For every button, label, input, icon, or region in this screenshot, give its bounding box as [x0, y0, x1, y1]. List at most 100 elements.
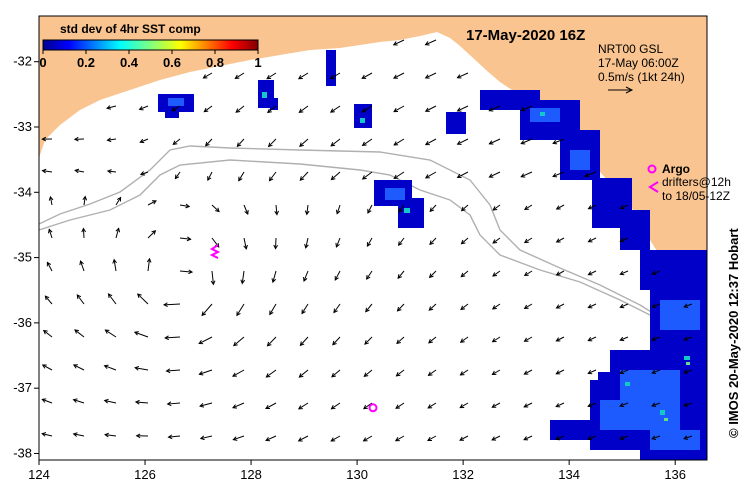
current-arrow [104, 399, 117, 404]
current-arrow [168, 435, 181, 438]
current-arrow [331, 369, 341, 378]
current-arrow [555, 402, 565, 408]
current-arrow [105, 329, 117, 338]
current-arrowhead [367, 208, 372, 214]
current-arrow [267, 336, 277, 347]
current-arrowhead [267, 142, 273, 148]
current-arrowhead [394, 437, 400, 442]
current-arrowhead [491, 337, 497, 343]
current-arrowhead [198, 370, 204, 376]
current-arrow [587, 402, 597, 407]
current-legend-line1: NRT00 GSL [598, 42, 663, 56]
current-arrowhead [203, 107, 209, 113]
current-arrow [233, 336, 245, 346]
current-arrow [398, 204, 405, 213]
current-arrowhead [297, 74, 303, 80]
current-arrow [652, 270, 661, 275]
current-arrow [491, 435, 501, 441]
current-arrow [172, 138, 181, 145]
current-arrowhead [174, 174, 180, 180]
current-arrow [683, 336, 693, 341]
current-arrowhead [202, 74, 208, 79]
current-arrowhead [459, 338, 465, 343]
current-arrow [198, 336, 213, 344]
current-arrow [298, 435, 309, 442]
current-arrow [266, 72, 277, 80]
current-arrowhead [523, 337, 529, 342]
current-arrowhead [134, 399, 140, 405]
current-arrowhead [555, 435, 561, 441]
current-arrowhead [683, 369, 689, 374]
current-arrowhead [397, 274, 403, 279]
current-arrow [298, 402, 309, 410]
current-arrow [428, 369, 437, 376]
current-arrow [107, 138, 117, 141]
current-arrowhead [393, 107, 399, 113]
y-tick-label: -32 [13, 54, 32, 69]
current-arrowhead [395, 372, 401, 377]
current-arrow [335, 237, 341, 248]
current-arrowhead [104, 329, 110, 334]
current-arrow [82, 228, 85, 239]
current-arrowhead [429, 240, 434, 246]
current-arrowhead [364, 340, 369, 345]
current-arrowhead [456, 140, 462, 145]
current-arrowhead [619, 270, 625, 276]
current-arrow [620, 270, 629, 275]
current-arrowhead [185, 203, 191, 209]
current-arrowhead [171, 107, 177, 112]
current-arrowhead [207, 176, 212, 182]
current-arrowhead [555, 370, 561, 375]
current-arrow [620, 204, 629, 209]
current-arrow [265, 435, 277, 441]
current-arrow [556, 303, 565, 309]
current-arrow [363, 435, 373, 442]
current-arrow [429, 204, 437, 212]
current-arrowhead [186, 236, 192, 242]
current-arrowhead [135, 433, 141, 439]
current-arrowhead [488, 173, 494, 178]
current-arrow [201, 303, 213, 316]
current-arrow [588, 204, 597, 210]
current-arrowhead [333, 308, 338, 314]
current-arrow [492, 336, 501, 343]
current-arrowhead [298, 108, 304, 114]
current-arrow [235, 72, 245, 79]
current-arrow [425, 39, 437, 46]
current-arrow [492, 303, 501, 310]
current-arrowhead [587, 271, 593, 276]
current-arrowhead [297, 437, 303, 442]
current-arrowhead [683, 336, 689, 341]
current-arrowhead [492, 272, 497, 277]
x-tick-label: 134 [558, 467, 580, 482]
current-arrow [269, 303, 277, 315]
current-arrow [330, 105, 341, 113]
current-arrowhead [41, 168, 47, 174]
current-arrowhead [204, 141, 210, 147]
current-arrow [651, 369, 661, 374]
current-arrow [556, 204, 565, 210]
current-arrowhead [587, 402, 593, 408]
current-arrowhead [112, 258, 117, 264]
current-arrow [393, 105, 405, 113]
current-arrowhead [299, 176, 305, 181]
current-arrow [269, 171, 277, 181]
current-arrowhead [298, 373, 304, 378]
current-arrowhead [428, 273, 434, 279]
current-arrow [171, 105, 181, 112]
current-arrow [305, 237, 309, 248]
current-arrow [232, 402, 245, 409]
current-arrow [236, 303, 245, 316]
current-arrowhead [361, 175, 367, 180]
argo-legend-line1: drifters@12h [662, 175, 731, 189]
current-arrowhead [46, 261, 52, 267]
current-arrowhead [523, 205, 529, 211]
current-arrowhead [266, 74, 272, 80]
current-arrow [333, 303, 341, 313]
current-arrow [179, 237, 191, 240]
current-arrowhead [273, 244, 279, 250]
current-arrow [147, 200, 157, 206]
current-arrow [460, 336, 469, 343]
current-arrow [457, 138, 469, 145]
current-arrowhead [555, 205, 561, 210]
